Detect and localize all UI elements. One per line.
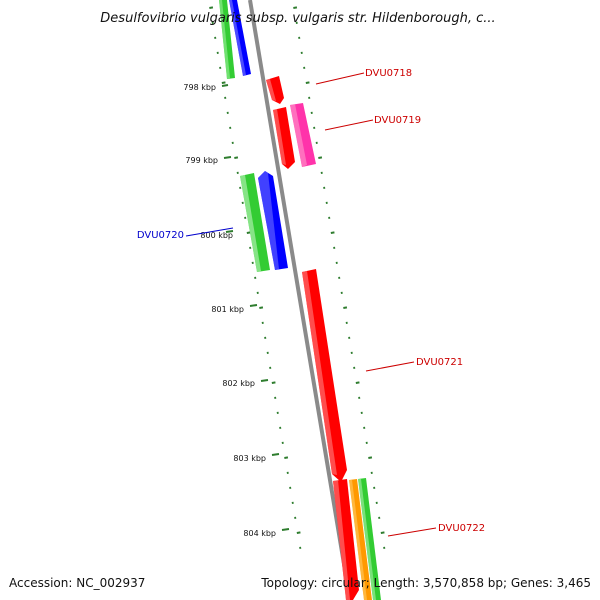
track-tick	[330, 231, 335, 234]
ruler-label: 800 kbp	[200, 231, 233, 240]
gene-feature-green-top[interactable]	[219, 0, 235, 79]
ruler-tick	[260, 379, 269, 382]
ruler-tick	[223, 156, 232, 159]
gene-feature-red-DVU0722[interactable]	[333, 479, 359, 600]
topology-text: Topology: circular; Length: 3,570,858 bp…	[260, 576, 591, 590]
track-tick	[380, 531, 385, 534]
ruler: 798 kbp 799 kbp 800 kbp 801 kbp 802 kbp …	[183, 83, 290, 538]
gene-feature-red-DVU0721[interactable]	[302, 269, 347, 482]
gene-label-DVU0719[interactable]: DVU0719	[374, 115, 421, 126]
track-tick	[221, 81, 226, 84]
ruler-label: 798 kbp	[183, 83, 216, 92]
gene-feature-magenta-DVU0719[interactable]	[290, 103, 316, 167]
ruler-tick	[271, 453, 280, 456]
gene-label-DVU0720[interactable]: DVU0720	[137, 230, 184, 241]
gene-feature-orange-DVU0722[interactable]	[349, 479, 372, 600]
track-tick	[246, 231, 251, 234]
genome-backbone	[248, 0, 352, 600]
track-tick	[355, 381, 360, 384]
track-tick	[293, 6, 298, 9]
gene-feature-green-DVU0722[interactable]	[358, 478, 381, 600]
track-tick	[284, 456, 289, 459]
track-tick	[343, 306, 348, 309]
inner-tick-track	[209, 6, 302, 549]
ruler-label: 801 kbp	[211, 305, 244, 314]
ruler-tick	[249, 304, 258, 307]
gene-feature-red-DVU0719[interactable]	[273, 107, 295, 169]
gene-feature-red-DVU0718[interactable]	[266, 76, 284, 104]
gene-label-DVU0721[interactable]: DVU0721	[416, 357, 463, 368]
ruler-label: 803 kbp	[233, 454, 266, 463]
gene-label-DVU0718[interactable]: DVU0718	[365, 68, 412, 79]
track-tick	[368, 456, 373, 459]
track-tick	[296, 531, 301, 534]
outer-tick-track	[293, 6, 386, 549]
ruler-label: 799 kbp	[185, 156, 218, 165]
accession-text: Accession: NC_002937	[9, 576, 145, 590]
track-tick	[318, 156, 323, 159]
track-tick	[271, 381, 276, 384]
gene-feature-blue-top[interactable]	[229, 0, 251, 76]
track-tick	[259, 306, 264, 309]
gene-label-leaders	[185, 72, 437, 537]
gene-feature-green-DVU0720[interactable]	[240, 173, 270, 272]
gene-feature-blue-DVU0720[interactable]	[258, 171, 288, 270]
ruler-tick	[225, 230, 234, 233]
track-tick	[305, 81, 310, 84]
ruler-label: 802 kbp	[222, 379, 255, 388]
track-tick	[209, 6, 214, 9]
ruler-label: 804 kbp	[243, 529, 276, 538]
ruler-tick	[221, 84, 229, 87]
ruler-tick	[281, 528, 290, 531]
track-tick	[234, 156, 239, 159]
map-title: Desulfovibrio vulgaris subsp. vulgaris s…	[100, 11, 495, 26]
gene-label-DVU0722[interactable]: DVU0722	[438, 523, 485, 534]
